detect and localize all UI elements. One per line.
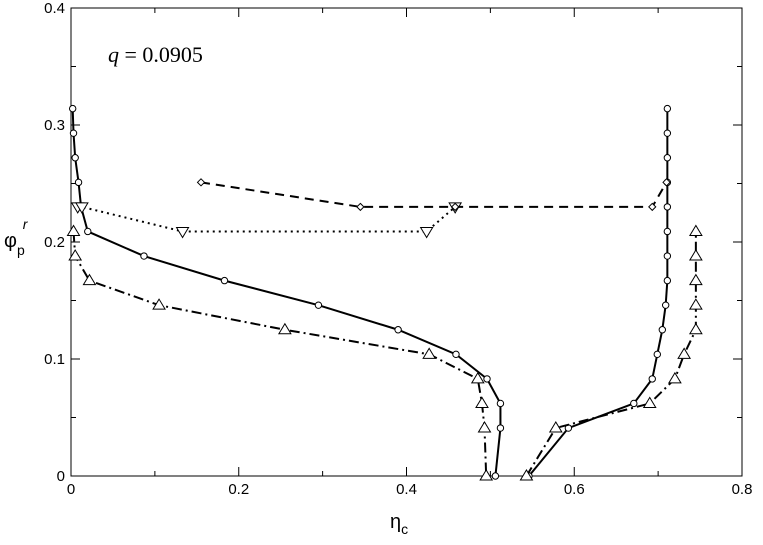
y-label-sub: p [17,242,25,258]
triangle-up-marker [519,469,534,481]
y-tick-label: 0.2 [44,234,65,251]
y-tick-label: 0.1 [44,351,65,368]
series-line [528,108,669,477]
triangle-up-marker [668,371,682,384]
series-line [525,231,697,477]
circle-marker [663,154,672,162]
circle-marker [491,472,500,480]
circle-marker [648,375,656,383]
triangle-up-marker [677,347,692,359]
annotation-var: q [108,42,119,67]
triangle-up-marker [688,249,703,261]
series-1 [68,104,505,480]
circle-marker [69,129,78,137]
circle-marker [663,104,672,113]
circle-marker [496,399,505,408]
triangle-up-marker [688,224,703,236]
triangle-down-marker [419,226,434,239]
y-axis-label: φpr [4,216,29,258]
series-2 [525,104,672,480]
circle-marker [84,227,92,236]
circle-marker [653,350,661,359]
triangle-up-marker [688,273,703,286]
circle-marker [663,129,672,137]
series-3 [66,224,494,481]
triangle-up-marker [82,273,97,286]
x-label-main: η [390,511,401,533]
triangle-up-marker [277,322,292,335]
circle-marker [483,375,491,383]
circle-marker [394,326,402,334]
y-label-main: φ [4,230,17,252]
circle-marker [663,227,672,236]
triangle-down-marker [75,202,89,214]
x-tick-label: 0.8 [732,481,753,498]
series-line [77,205,456,233]
circle-marker [661,301,670,309]
triangle-up-marker [470,371,485,384]
circle-marker [314,301,323,309]
circle-marker [71,154,79,162]
series-5 [70,202,463,239]
triangle-up-marker [548,421,563,433]
series-4 [519,224,703,481]
y-tick-label: 0.3 [44,117,65,134]
circle-marker [74,178,83,187]
circle-marker [630,399,638,408]
x-label-sub: c [401,521,408,537]
triangle-up-marker [475,396,489,408]
circle-marker [663,276,672,285]
series-6 [196,178,671,212]
triangle-up-marker [477,421,492,433]
y-label-sup: r [23,216,29,232]
x-tick-label: 0.6 [564,481,585,498]
annotation-rest: = 0.0905 [119,42,203,67]
triangle-up-marker [688,322,703,335]
y-tick-label: 0.4 [44,0,65,17]
annotation-q: q = 0.0905 [108,42,203,67]
triangle-up-marker [68,249,83,261]
series-line [71,108,502,477]
triangle-up-marker [422,347,437,359]
circle-marker [663,203,672,211]
circle-marker [663,252,672,260]
circle-marker [452,350,460,359]
series-line [200,181,668,208]
triangle-up-marker [66,224,81,236]
circle-marker [220,276,229,285]
triangle-up-marker [479,469,494,481]
series-layer [66,104,703,481]
circle-marker [496,424,505,432]
x-tick-label: 0.2 [228,481,249,498]
triangle-down-marker [175,226,190,239]
y-tick-label: 0 [57,468,65,485]
diamond-marker [356,202,365,212]
diamond-marker [648,202,657,212]
x-axis-label: ηc [390,511,408,537]
triangle-up-marker [688,298,703,310]
x-tick-label: 0 [67,481,75,498]
series-line [72,231,488,477]
circle-marker [68,104,77,113]
axes: 0 0.2 0.4 0.6 0.8 0 0.1 0.2 0.3 0.4 [44,0,752,498]
circle-marker [658,326,667,334]
circle-marker [140,252,148,260]
diamond-marker [662,178,671,187]
diamond-marker [196,178,206,187]
triangle-up-marker [152,298,166,310]
x-tick-label: 0.4 [396,481,417,498]
triangle-up-marker [642,396,657,408]
diamond-marker [450,202,460,212]
